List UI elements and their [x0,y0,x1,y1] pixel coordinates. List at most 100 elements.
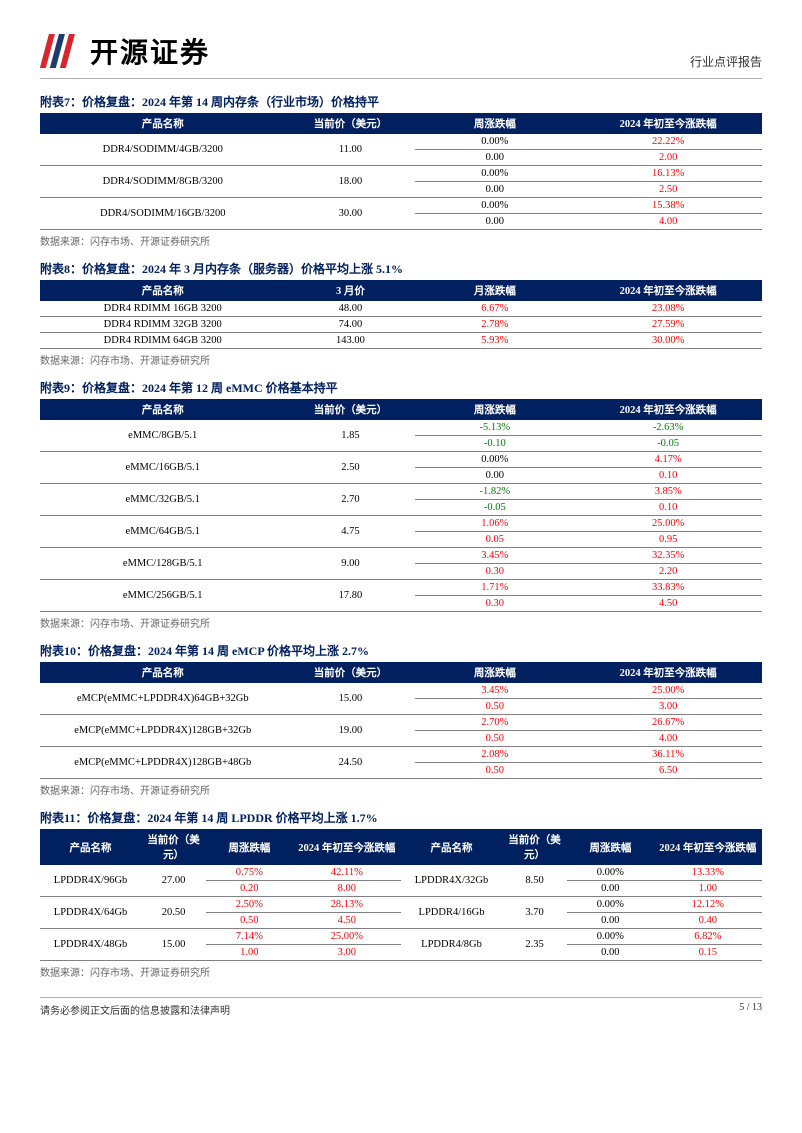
cell: 19.00 [285,715,415,747]
cell: 4.50 [293,913,401,929]
cell: 6.67% [415,301,574,317]
cell: 0.00% [567,865,654,881]
cell: 15.00 [141,929,206,961]
cell: 18.00 [285,166,415,198]
cell: 0.40 [654,913,762,929]
header-divider [40,78,762,79]
cell: 0.10 [574,468,762,484]
cell: 6.50 [574,763,762,779]
cell: 2.70% [415,715,574,731]
cell: -0.10 [415,436,574,452]
cell: LPDDR4X/32Gb [401,865,502,897]
logo-icon [40,30,82,72]
cell: LPDDR4X/96Gb [40,865,141,897]
col-header: 产品名称 [40,829,141,865]
cell: 8.50 [502,865,567,897]
table9-title: 附表9：价格复盘：2024 年第 12 周 eMMC 价格基本持平 [40,379,762,396]
table7: 产品名称当前价（美元）周涨跌幅2024 年初至今涨跌幅 DDR4/SODIMM/… [40,113,762,230]
cell: 0.00 [567,913,654,929]
cell: 0.50 [415,699,574,715]
cell: 11.00 [285,134,415,166]
cell: 0.05 [415,532,574,548]
cell: 2.35 [502,929,567,961]
cell: 36.11% [574,747,762,763]
cell: 3.00 [574,699,762,715]
table8-source: 数据来源：闪存市场、开源证券研究所 [40,352,762,367]
cell: LPDDR4X/64Gb [40,897,141,929]
col-header: 2024 年初至今涨跌幅 [654,829,762,865]
col-header: 当前价（美元） [285,662,415,683]
cell: 0.15 [654,945,762,961]
cell: 74.00 [285,317,415,333]
table10: 产品名称当前价（美元）周涨跌幅2024 年初至今涨跌幅 eMCP(eMMC+LP… [40,662,762,779]
cell: 2.20 [574,564,762,580]
cell: 3.45% [415,683,574,699]
cell: eMMC/256GB/5.1 [40,580,285,612]
cell: 4.00 [574,214,762,230]
table7-title: 附表7：价格复盘：2024 年第 14 周内存条（行业市场）价格持平 [40,93,762,110]
cell: eMMC/8GB/5.1 [40,420,285,452]
cell: 4.50 [574,596,762,612]
cell: -2.63% [574,420,762,436]
cell: 3.00 [293,945,401,961]
cell: 17.80 [285,580,415,612]
col-header: 2024 年初至今涨跌幅 [574,113,762,134]
cell: DDR4 RDIMM 32GB 3200 [40,317,285,333]
cell: eMCP(eMMC+LPDDR4X)128GB+48Gb [40,747,285,779]
col-header: 周涨跌幅 [206,829,293,865]
cell: 6.82% [654,929,762,945]
cell: DDR4/SODIMM/16GB/3200 [40,198,285,230]
cell: eMMC/64GB/5.1 [40,516,285,548]
cell: 25.00% [293,929,401,945]
cell: 0.00 [415,214,574,230]
cell: 25.00% [574,683,762,699]
cell: -0.05 [415,500,574,516]
footer-disclaimer: 请务必参阅正文后面的信息披露和法律声明 [40,1002,230,1017]
cell: 0.00% [567,929,654,945]
page-footer: 请务必参阅正文后面的信息披露和法律声明 5 / 13 [40,997,762,1017]
report-type: 行业点评报告 [690,53,762,70]
table9-source: 数据来源：闪存市场、开源证券研究所 [40,615,762,630]
cell: 15.38% [574,198,762,214]
col-header: 当前价（美元） [285,113,415,134]
col-header: 当前价（美元） [502,829,567,865]
table11-source: 数据来源：闪存市场、开源证券研究所 [40,964,762,979]
cell: LPDDR4/8Gb [401,929,502,961]
logo-block: 开源证券 [40,30,210,72]
cell: 143.00 [285,333,415,349]
table7-source: 数据来源：闪存市场、开源证券研究所 [40,233,762,248]
cell: 42.11% [293,865,401,881]
cell: 27.00 [141,865,206,897]
cell: 4.17% [574,452,762,468]
cell: 0.30 [415,564,574,580]
cell: 0.00 [415,182,574,198]
col-header: 当前价（美元） [141,829,206,865]
col-header: 周涨跌幅 [567,829,654,865]
cell: 5.93% [415,333,574,349]
cell: 1.06% [415,516,574,532]
col-header: 当前价（美元） [285,399,415,420]
cell: 2.00 [574,150,762,166]
col-header: 2024 年初至今涨跌幅 [574,662,762,683]
cell: 0.50 [415,763,574,779]
table8-title: 附表8：价格复盘：2024 年 3 月内存条（服务器）价格平均上涨 5.1% [40,260,762,277]
table11: 产品名称当前价（美元）周涨跌幅2024 年初至今涨跌幅产品名称当前价（美元）周涨… [40,829,762,961]
cell: LPDDR4X/48Gb [40,929,141,961]
cell: eMCP(eMMC+LPDDR4X)64GB+32Gb [40,683,285,715]
cell: 2.08% [415,747,574,763]
cell: 26.67% [574,715,762,731]
cell: 20.50 [141,897,206,929]
cell: 0.00 [415,150,574,166]
cell: 2.78% [415,317,574,333]
cell: 1.00 [206,945,293,961]
page-header: 开源证券 行业点评报告 [40,30,762,72]
cell: 3.45% [415,548,574,564]
cell: 0.00% [567,897,654,913]
col-header: 产品名称 [40,280,285,301]
cell: eMMC/128GB/5.1 [40,548,285,580]
cell: 4.00 [574,731,762,747]
cell: 2.70 [285,484,415,516]
cell: DDR4/SODIMM/4GB/3200 [40,134,285,166]
table11-title: 附表11：价格复盘：2024 年第 14 周 LPDDR 价格平均上涨 1.7% [40,809,762,826]
cell: 30.00 [285,198,415,230]
